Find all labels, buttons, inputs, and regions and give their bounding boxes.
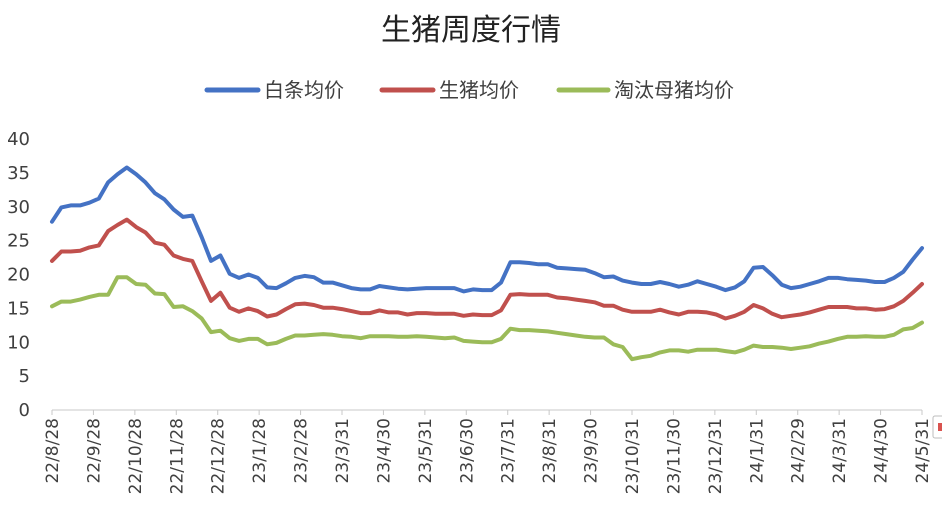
x-tick-label: 23/3/31 xyxy=(333,418,353,484)
x-tick-label: 23/11/30 xyxy=(664,418,684,494)
series-line-white-strip xyxy=(50,165,924,294)
y-tick-label: 35 xyxy=(7,163,30,184)
x-tick-label: 23/5/31 xyxy=(416,418,436,484)
y-tick-label: 5 xyxy=(19,366,30,387)
series-line-live-hog xyxy=(50,217,924,321)
x-tick-label: 23/12/31 xyxy=(706,418,726,494)
edge-marker xyxy=(932,415,942,439)
chart-title: 生猪周度行情 xyxy=(381,13,561,48)
x-tick-label: 23/8/31 xyxy=(540,418,560,484)
x-tick-label: 23/1/28 xyxy=(250,418,270,484)
x-tick-label: 24/2/29 xyxy=(789,418,809,484)
x-tick-label: 23/7/31 xyxy=(499,418,519,484)
y-tick-label: 40 xyxy=(7,129,30,150)
x-tick-label: 24/1/31 xyxy=(747,418,767,484)
legend-label-live-hog: 生猪均价 xyxy=(439,78,519,102)
x-tick-label: 23/4/30 xyxy=(374,418,394,484)
x-tick-label: 22/8/28 xyxy=(43,418,63,484)
legend-label-white-strip: 白条均价 xyxy=(264,78,344,102)
x-tick-label: 24/4/30 xyxy=(872,418,892,484)
x-tick-label: 23/6/30 xyxy=(457,418,477,484)
legend: 白条均价 生猪均价 淘汰母猪均价 xyxy=(204,78,734,102)
y-tick-label: 20 xyxy=(7,265,30,286)
y-tick-label: 30 xyxy=(7,197,30,218)
x-tick-label: 24/3/31 xyxy=(830,418,850,484)
series-line-cull-sow xyxy=(50,275,924,362)
y-tick-label: 0 xyxy=(19,400,30,421)
x-tick-label: 22/10/28 xyxy=(126,418,146,494)
x-tick-label: 22/11/28 xyxy=(167,418,187,494)
y-tick-label: 15 xyxy=(7,298,30,319)
legend-label-cull-sow: 淘汰母猪均价 xyxy=(614,78,734,102)
y-tick-label: 25 xyxy=(7,231,30,252)
x-tick-label: 22/9/28 xyxy=(84,418,104,484)
x-axis: 22/8/28 22/9/28 22/10/28 22/11/28 22/12/28 23… xyxy=(43,409,933,494)
x-tick-label: 24/5/31 xyxy=(913,418,933,484)
x-tick-label: 22/12/28 xyxy=(209,418,229,494)
x-tick-label: 23/9/30 xyxy=(582,418,602,484)
y-axis: 0 5 10 15 20 25 30 35 40 xyxy=(7,129,30,421)
y-tick-label: 10 xyxy=(7,332,30,353)
x-tick-label: 23/10/31 xyxy=(623,418,643,494)
series-lines xyxy=(50,165,924,362)
x-tick-label: 23/2/28 xyxy=(292,418,312,484)
